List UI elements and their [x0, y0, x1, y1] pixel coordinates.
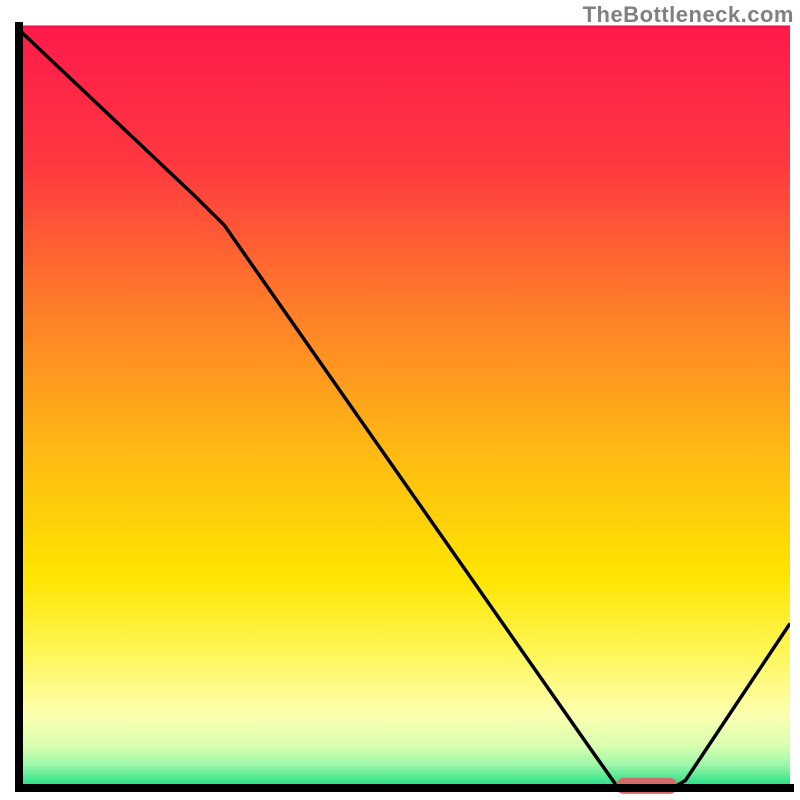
- gradient-background: [15, 26, 790, 792]
- watermark-label: TheBottleneck.com: [583, 2, 794, 28]
- bottleneck-chart: TheBottleneck.com: [0, 0, 800, 800]
- chart-canvas: [0, 0, 800, 800]
